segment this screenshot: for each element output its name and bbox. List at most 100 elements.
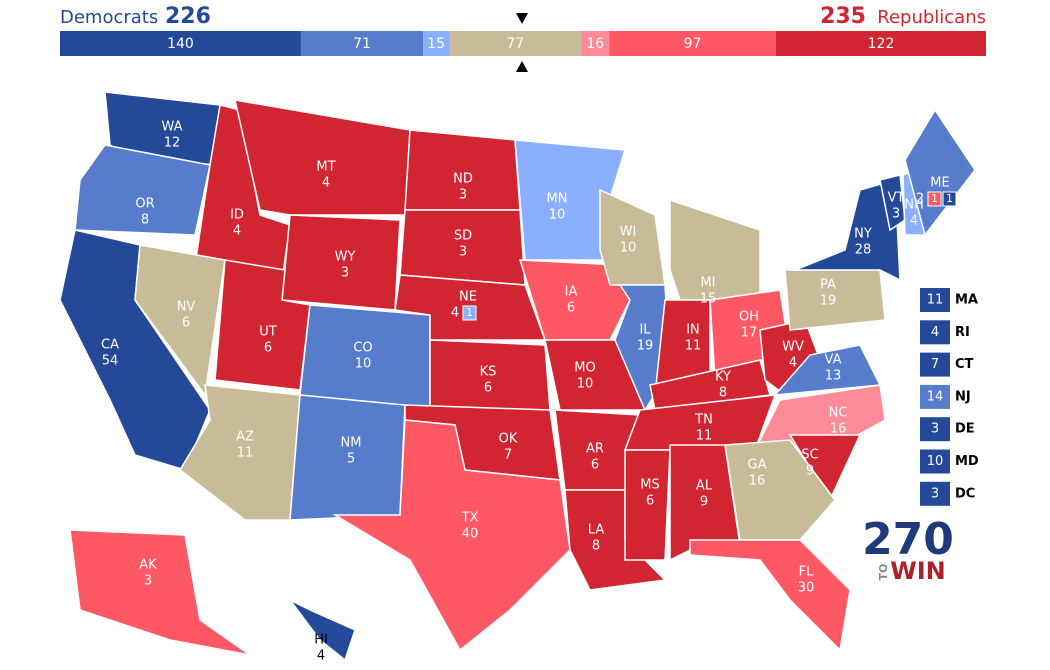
small-state-abbr: RI [955, 325, 970, 340]
state-votes: 5 [347, 452, 355, 467]
state-abbr: CA [101, 338, 119, 353]
state-abbr: VT [888, 191, 905, 206]
state-abbr: OH [739, 310, 759, 325]
district-box [942, 191, 957, 207]
state-abbr: VA [825, 353, 842, 368]
state-votes: 10 [355, 357, 372, 372]
state-abbr: MS [640, 478, 659, 493]
state-shape [74, 144, 211, 236]
state-abbr: AZ [236, 430, 254, 445]
small-state-abbr: DE [955, 422, 975, 437]
district-box [927, 191, 942, 207]
state-abbr: SD [454, 229, 472, 244]
logo-number: 270 [862, 514, 954, 565]
logo-word: WIN [890, 557, 946, 585]
state-abbr: NY [854, 227, 872, 242]
state-abbr: ME [930, 176, 949, 191]
state-shape [289, 599, 356, 662]
bar-segment [776, 31, 986, 56]
small-state-votes: 4 [931, 325, 939, 340]
bar-segment [609, 31, 777, 56]
small-state-box [920, 352, 950, 377]
state-abbr: NV [177, 300, 196, 315]
state-votes: 8 [592, 539, 600, 554]
state-abbr: KS [480, 365, 497, 380]
bar-segment [300, 31, 424, 56]
state-votes: 3 [144, 574, 152, 589]
bar-segment [581, 31, 610, 56]
state-votes: 4 [451, 306, 459, 321]
small-state-abbr: MA [955, 293, 978, 308]
state-abbr: IN [686, 323, 700, 338]
state-abbr: OR [135, 197, 154, 212]
rep-total: 235 [820, 4, 866, 29]
state-abbr: WV [782, 340, 804, 355]
state-shape [773, 344, 882, 396]
state-votes: 3 [892, 207, 900, 222]
small-state-abbr: DC [955, 486, 975, 501]
state-shape [904, 108, 976, 237]
midpoint-arrow-up [516, 61, 528, 72]
state-votes: 19 [637, 339, 654, 354]
bar-segment-label: 97 [684, 36, 702, 52]
state-votes: 19 [820, 294, 837, 309]
state-votes: 9 [700, 495, 708, 510]
state-votes: 15 [700, 292, 717, 307]
bar-segment [60, 31, 301, 56]
small-state-box [920, 417, 950, 442]
state-votes: 8 [719, 386, 727, 401]
state-shape [624, 449, 671, 561]
state-abbr: ND [453, 172, 473, 187]
state-shape [332, 419, 571, 652]
state-votes: 28 [855, 243, 872, 258]
district-votes: 1 [946, 192, 953, 205]
state-abbr: NM [341, 436, 362, 451]
state-abbr: LA [588, 523, 605, 538]
us-map: WA12OR8CA54ID4NV6MT4WY3UT6AZ11CO10NM5ND3… [59, 91, 976, 664]
state-abbr: MT [316, 160, 335, 175]
small-state-box [920, 449, 950, 474]
state-abbr: HI [314, 633, 328, 648]
state-abbr: NH [904, 198, 924, 213]
small-state-box [920, 320, 950, 345]
state-abbr: TX [461, 511, 479, 526]
state-votes: 11 [237, 446, 254, 461]
state-abbr: WY [335, 250, 356, 265]
state-abbr: WI [620, 225, 637, 240]
state-abbr: FL [799, 565, 814, 580]
state-shape [69, 529, 251, 656]
state-abbr: AR [586, 442, 604, 457]
state-abbr: MN [547, 192, 568, 207]
state-shape [724, 439, 836, 541]
state-votes: 4 [910, 214, 918, 229]
small-state-votes: 3 [931, 422, 939, 437]
state-abbr: AL [696, 479, 713, 494]
state-abbr: GA [748, 458, 767, 473]
state-votes: 16 [749, 474, 766, 489]
state-votes: 8 [141, 213, 149, 228]
small-state-abbr: MD [955, 454, 979, 469]
logo-small: TO [877, 564, 890, 581]
rep-label: Republicans [877, 7, 986, 28]
state-votes: 10 [620, 241, 637, 256]
state-votes: 4 [322, 176, 330, 191]
state-votes: 9 [806, 464, 814, 479]
state-votes: 17 [741, 326, 758, 341]
state-votes: 30 [798, 581, 815, 596]
district-votes: 1 [466, 306, 473, 319]
state-abbr: NC [829, 406, 848, 421]
district-box [462, 305, 477, 321]
bar-segment [423, 31, 449, 56]
district-votes: 1 [931, 192, 938, 205]
state-votes: 3 [459, 188, 467, 203]
dem-total: 226 [165, 4, 211, 29]
state-abbr: UT [259, 325, 277, 340]
state-abbr: MO [574, 361, 595, 376]
state-votes: 11 [685, 339, 702, 354]
state-votes: 4 [789, 356, 797, 371]
small-state-list: 11 MA 4 RI 7 CT 14 NJ 3 DE 10 MD 3 DC [920, 288, 979, 506]
small-state-votes: 14 [927, 389, 944, 404]
state-votes: 11 [696, 429, 713, 444]
bar-segment-label: 140 [167, 36, 194, 52]
